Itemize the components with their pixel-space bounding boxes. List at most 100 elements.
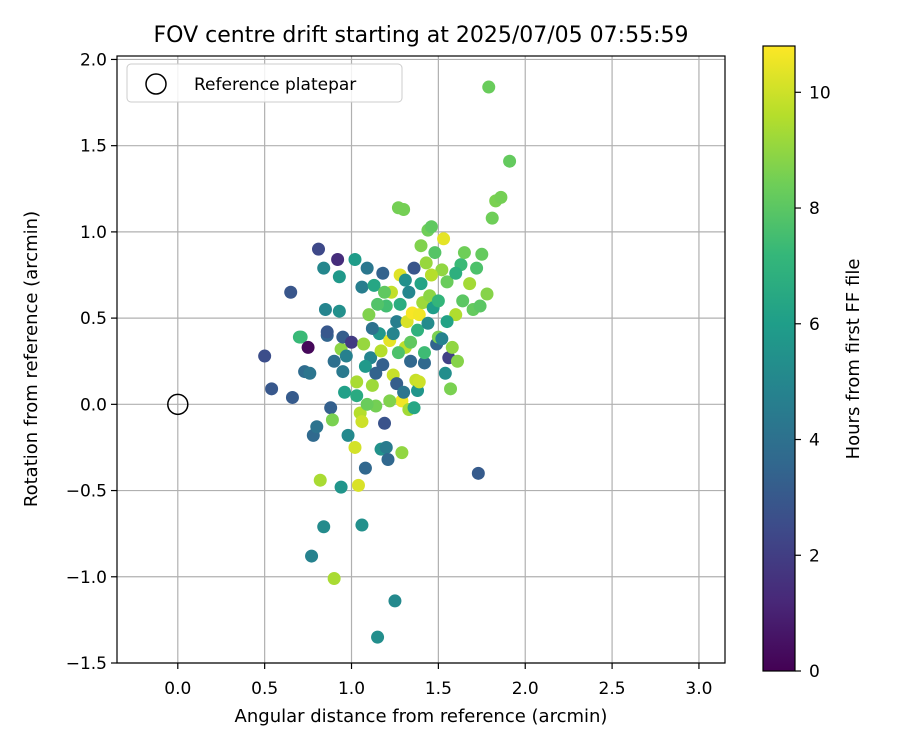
y-tick-label-6: 1.5: [80, 137, 107, 157]
plot-frame: [116, 55, 726, 664]
data-point-72: [404, 354, 418, 368]
data-point-43: [358, 461, 372, 475]
legend: Reference platepar: [126, 63, 403, 103]
data-point-133: [369, 366, 383, 380]
data-point-2: [284, 285, 298, 299]
data-point-127: [393, 297, 407, 311]
data-point-39: [355, 280, 369, 294]
x-tick-label-5: 2.5: [599, 679, 626, 699]
data-point-68: [397, 202, 411, 216]
data-point-76: [411, 323, 425, 337]
data-point-80: [417, 356, 431, 370]
data-point-37: [351, 478, 365, 492]
data-point-106: [480, 287, 494, 301]
data-point-54: [376, 358, 390, 372]
data-point-107: [482, 80, 496, 94]
data-point-137: [417, 346, 431, 360]
colorbar: 0 2 4 6 8 10 Hours from first FF file: [762, 45, 864, 682]
data-point-95: [449, 308, 463, 322]
data-point-131: [350, 389, 364, 403]
data-points: [258, 80, 517, 644]
data-point-48: [367, 278, 381, 292]
x-axis-label: Angular distance from reference (arcmin): [235, 706, 608, 727]
data-point-139: [440, 315, 454, 329]
data-point-74: [407, 261, 421, 275]
data-point-111: [503, 154, 517, 168]
data-point-33: [345, 335, 359, 349]
data-point-108: [485, 211, 499, 225]
colorbar-tick-label-5: 10: [809, 83, 831, 103]
data-point-25: [332, 304, 346, 318]
data-point-114: [402, 285, 416, 299]
data-point-8: [303, 366, 317, 380]
x-tick-label-2: 1.0: [338, 679, 365, 699]
data-point-36: [350, 375, 364, 389]
data-point-45: [362, 308, 376, 322]
data-point-94: [445, 340, 459, 354]
data-point-134: [378, 285, 392, 299]
legend-entry-reference-platepar: Reference platepar: [194, 75, 356, 95]
data-point-132: [360, 397, 374, 411]
data-point-63: [390, 315, 404, 329]
colorbar-ticks: 0 2 4 6 8 10: [795, 83, 831, 682]
data-point-113: [397, 385, 411, 399]
x-tick-label-4: 2.0: [512, 679, 539, 699]
y-tick-label-1: −1.0: [66, 568, 107, 588]
data-point-41: [355, 518, 369, 532]
data-point-47: [365, 378, 379, 392]
data-point-34: [348, 252, 362, 266]
data-point-23: [331, 252, 345, 266]
data-point-40: [355, 415, 369, 429]
x-tick-label-6: 3.0: [685, 679, 712, 699]
x-axis-ticks: 0.0 0.5 1.0 1.5 2.0 2.5 3.0: [164, 663, 712, 699]
y-tick-label-5: 1.0: [80, 223, 107, 243]
data-point-7: [301, 340, 315, 354]
data-point-1: [265, 382, 279, 396]
data-point-15: [317, 520, 331, 534]
data-point-85: [428, 246, 442, 260]
data-point-98: [456, 294, 470, 308]
data-point-14: [317, 261, 331, 275]
data-point-117: [421, 316, 435, 330]
data-point-105: [475, 247, 489, 261]
data-point-55: [378, 416, 392, 430]
data-point-77: [412, 308, 426, 322]
data-point-29: [336, 365, 350, 379]
data-point-3: [285, 390, 299, 404]
data-point-44: [360, 261, 374, 275]
legend-reference-marker: [145, 73, 167, 95]
data-point-123: [371, 297, 385, 311]
data-point-102: [470, 261, 484, 275]
data-point-140: [449, 266, 463, 280]
x-tick-label-0: 0.0: [164, 679, 191, 699]
data-point-99: [457, 246, 471, 260]
reference-platepar-marker: [167, 393, 189, 416]
data-point-90: [438, 366, 452, 380]
data-point-31: [339, 349, 353, 363]
data-point-96: [450, 354, 464, 368]
data-point-35: [348, 440, 362, 454]
colorbar-tick-label-3: 6: [809, 315, 820, 335]
data-point-20: [325, 413, 339, 427]
data-point-78: [414, 239, 428, 253]
colorbar-label: Hours from first FF file: [843, 259, 864, 460]
data-point-129: [407, 401, 421, 415]
data-point-30: [338, 385, 352, 399]
data-point-112: [390, 377, 404, 391]
colorbar-tick-label-0: 0: [809, 662, 820, 682]
data-point-124: [374, 344, 388, 358]
data-point-9: [305, 549, 319, 563]
data-point-116: [414, 277, 428, 291]
data-point-11: [310, 420, 324, 434]
data-point-67: [395, 446, 409, 460]
data-point-5: [294, 330, 308, 344]
data-point-53: [376, 266, 390, 280]
colorbar-tick-label-4: 8: [809, 199, 820, 219]
data-point-88: [435, 263, 449, 277]
data-point-104: [473, 299, 487, 313]
y-axis-label: Rotation from reference (arcmin): [21, 211, 42, 507]
data-point-21: [327, 354, 341, 368]
data-point-27: [334, 480, 348, 494]
data-point-42: [357, 337, 371, 351]
